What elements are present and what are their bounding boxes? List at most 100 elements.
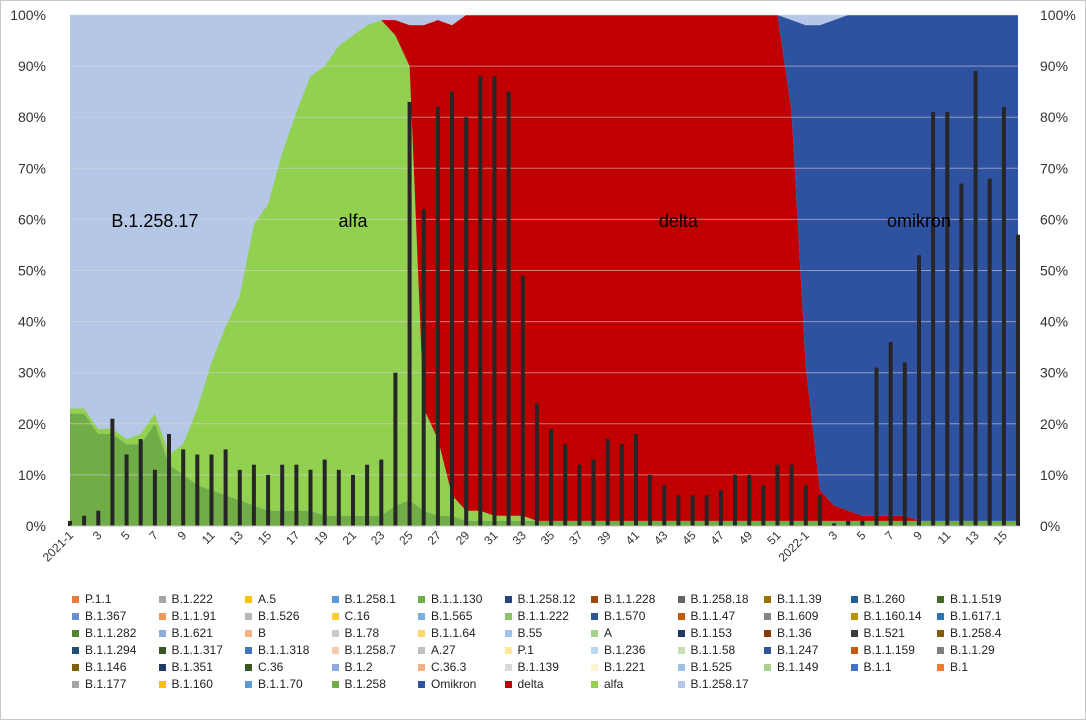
- legend-label: B.1.139: [517, 660, 559, 674]
- legend-label: B.1.258: [344, 677, 386, 691]
- legend-item: B.1.1.222: [504, 609, 569, 623]
- legend-item: B.55: [504, 626, 543, 640]
- legend-item: B.1.78: [331, 626, 379, 640]
- legend-swatch: [418, 663, 425, 671]
- bar: [68, 520, 72, 526]
- y-right-tick-label: 80%: [1040, 109, 1068, 125]
- legend-label: B.1.1.318: [258, 643, 310, 657]
- legend-label: B.1.258.18: [690, 592, 749, 606]
- legend-item: B.1.526: [245, 609, 299, 623]
- legend-label: B.1.1.519: [950, 592, 1002, 606]
- area-alfa: [70, 20, 1018, 521]
- bar: [591, 459, 596, 526]
- legend-swatch: [158, 680, 166, 688]
- legend-label: B.1.1.64: [431, 626, 476, 640]
- x-tick-label: 17: [283, 528, 303, 548]
- legend-swatch: [764, 595, 771, 603]
- legend-swatch: [504, 595, 512, 603]
- legend-swatch: [245, 680, 252, 688]
- legend-label: B.1.1.58: [690, 643, 736, 657]
- legend-item: B.1.1.130: [418, 592, 482, 606]
- legend-swatch: [72, 680, 79, 688]
- bar: [803, 485, 808, 526]
- legend-item: B.1.36: [764, 626, 812, 640]
- bar: [987, 178, 992, 526]
- legend-label: B.1.1: [863, 660, 892, 674]
- x-tick-label: 5: [118, 528, 133, 543]
- bar: [832, 523, 837, 526]
- chart-plot: 0% 0% 10% 10% 20% 20% 30% 30% 40% 40% 50% 50% 60% 60%…: [10, 7, 1076, 565]
- legend-item: B.1.160.14: [850, 609, 922, 623]
- legend-swatch: [591, 680, 598, 688]
- legend-item: B.1.565: [418, 609, 472, 623]
- legend-label: B.1.258.7: [344, 643, 396, 657]
- legend-label: delta: [517, 677, 544, 691]
- legend-swatch: [158, 663, 166, 671]
- legend-item: B.1.221: [591, 660, 645, 674]
- legend-swatch: [245, 629, 252, 637]
- legend-label: B.55: [517, 626, 543, 640]
- legend-label: B.1: [950, 660, 969, 674]
- legend-label: B.1.153: [690, 626, 732, 640]
- legend-swatch: [504, 680, 512, 688]
- legend-item: B.1.260: [850, 592, 905, 606]
- legend-swatch: [418, 646, 425, 654]
- legend-swatch: [504, 663, 512, 671]
- x-tick-label: 2022-1: [776, 528, 813, 565]
- bar: [450, 91, 454, 526]
- legend-item: B.1.1.29: [937, 643, 995, 657]
- bar: [294, 464, 299, 526]
- legend-item: A: [591, 626, 612, 640]
- legend-item: P.1.1: [72, 592, 111, 606]
- bar: [662, 485, 667, 526]
- legend-label: A.27: [431, 643, 456, 657]
- legend-item: B.1.1.64: [418, 626, 476, 640]
- legend-swatch: [591, 663, 598, 671]
- bar: [464, 117, 469, 526]
- legend-label: B.1.258.17: [690, 677, 749, 691]
- bar: [761, 485, 766, 526]
- bar: [435, 107, 440, 526]
- y-right-tick-label: 10%: [1040, 467, 1068, 483]
- x-tick-label: 15: [255, 528, 275, 548]
- area-other-minor: [70, 413, 1018, 526]
- legend-item: B.1.521: [850, 626, 905, 640]
- legend-label: B.1.1.91: [171, 609, 217, 623]
- x-tick-label: 37: [566, 528, 586, 548]
- y-left-tick-label: 0%: [26, 518, 46, 534]
- legend-swatch: [418, 612, 425, 620]
- legend-label: B.1.260: [863, 592, 905, 606]
- legend-item: B.1.1.70: [245, 677, 303, 691]
- legend-item: B.1.1: [850, 660, 892, 674]
- bar: [860, 520, 865, 526]
- bar: [506, 91, 511, 526]
- bar: [379, 459, 384, 526]
- legend-swatch: [331, 629, 339, 637]
- bar: [789, 464, 794, 526]
- legend-item: B.1.1.47: [677, 609, 735, 623]
- legend-label: alfa: [604, 677, 624, 691]
- bar: [280, 464, 285, 526]
- y-right-tick-label: 60%: [1040, 211, 1068, 227]
- legend-label: B.1.1.130: [431, 592, 483, 606]
- legend-item: B.1.146: [72, 660, 126, 674]
- y-left-tick-label: 100%: [10, 7, 46, 23]
- x-tick-label: 25: [396, 528, 416, 548]
- legend-swatch: [245, 612, 252, 620]
- legend-item: B.1.621: [158, 626, 213, 640]
- y-right-tick-label: 0%: [1040, 518, 1060, 534]
- legend-swatch: [331, 595, 339, 603]
- legend-item: B.1.1.317: [158, 643, 223, 657]
- legend-swatch: [331, 663, 339, 671]
- legend-swatch: [764, 629, 771, 637]
- legend-label: B.1.258.4: [950, 626, 1002, 640]
- x-tick-label: 47: [708, 528, 728, 548]
- legend-label: B.1.222: [171, 592, 213, 606]
- y-left-tick-label: 40%: [18, 314, 46, 330]
- legend-swatch: [677, 663, 685, 671]
- legend-label: A.5: [258, 592, 277, 606]
- bar: [223, 449, 228, 526]
- legend-label: B: [258, 626, 267, 640]
- legend-item: B.1.247: [764, 643, 818, 657]
- x-tick-label: 29: [453, 528, 473, 548]
